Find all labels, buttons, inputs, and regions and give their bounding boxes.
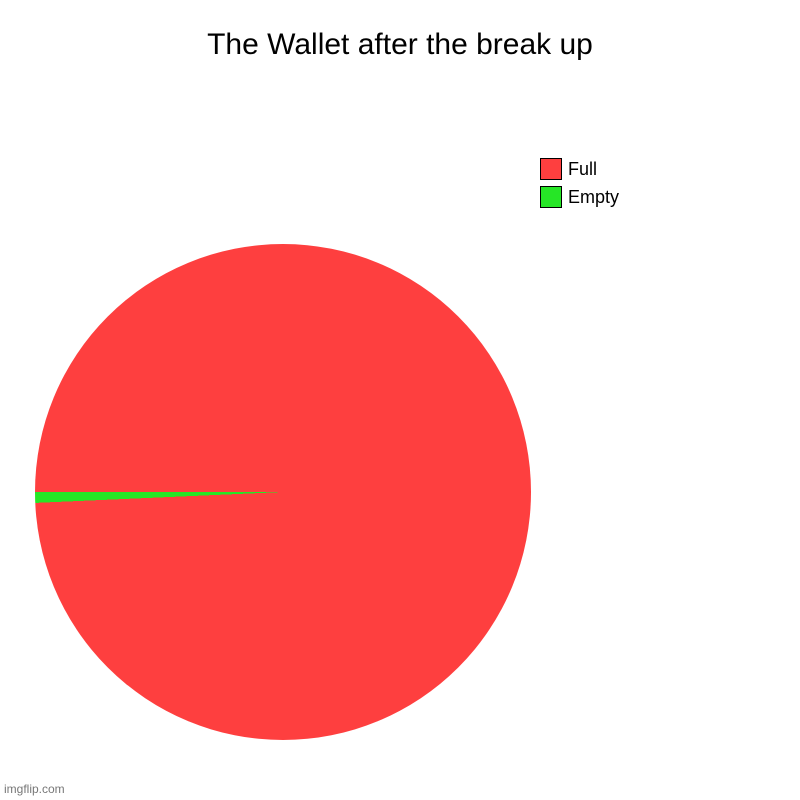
legend: Full Empty — [540, 158, 619, 214]
chart-canvas: The Wallet after the break up Full Empty… — [0, 0, 800, 800]
legend-swatch-full — [540, 158, 562, 180]
legend-label-empty: Empty — [568, 187, 619, 208]
pie-chart — [35, 244, 531, 740]
legend-label-full: Full — [568, 159, 597, 180]
legend-item-full: Full — [540, 158, 619, 180]
legend-swatch-empty — [540, 186, 562, 208]
watermark: imgflip.com — [4, 782, 65, 796]
chart-title: The Wallet after the break up — [0, 28, 800, 62]
legend-item-empty: Empty — [540, 186, 619, 208]
